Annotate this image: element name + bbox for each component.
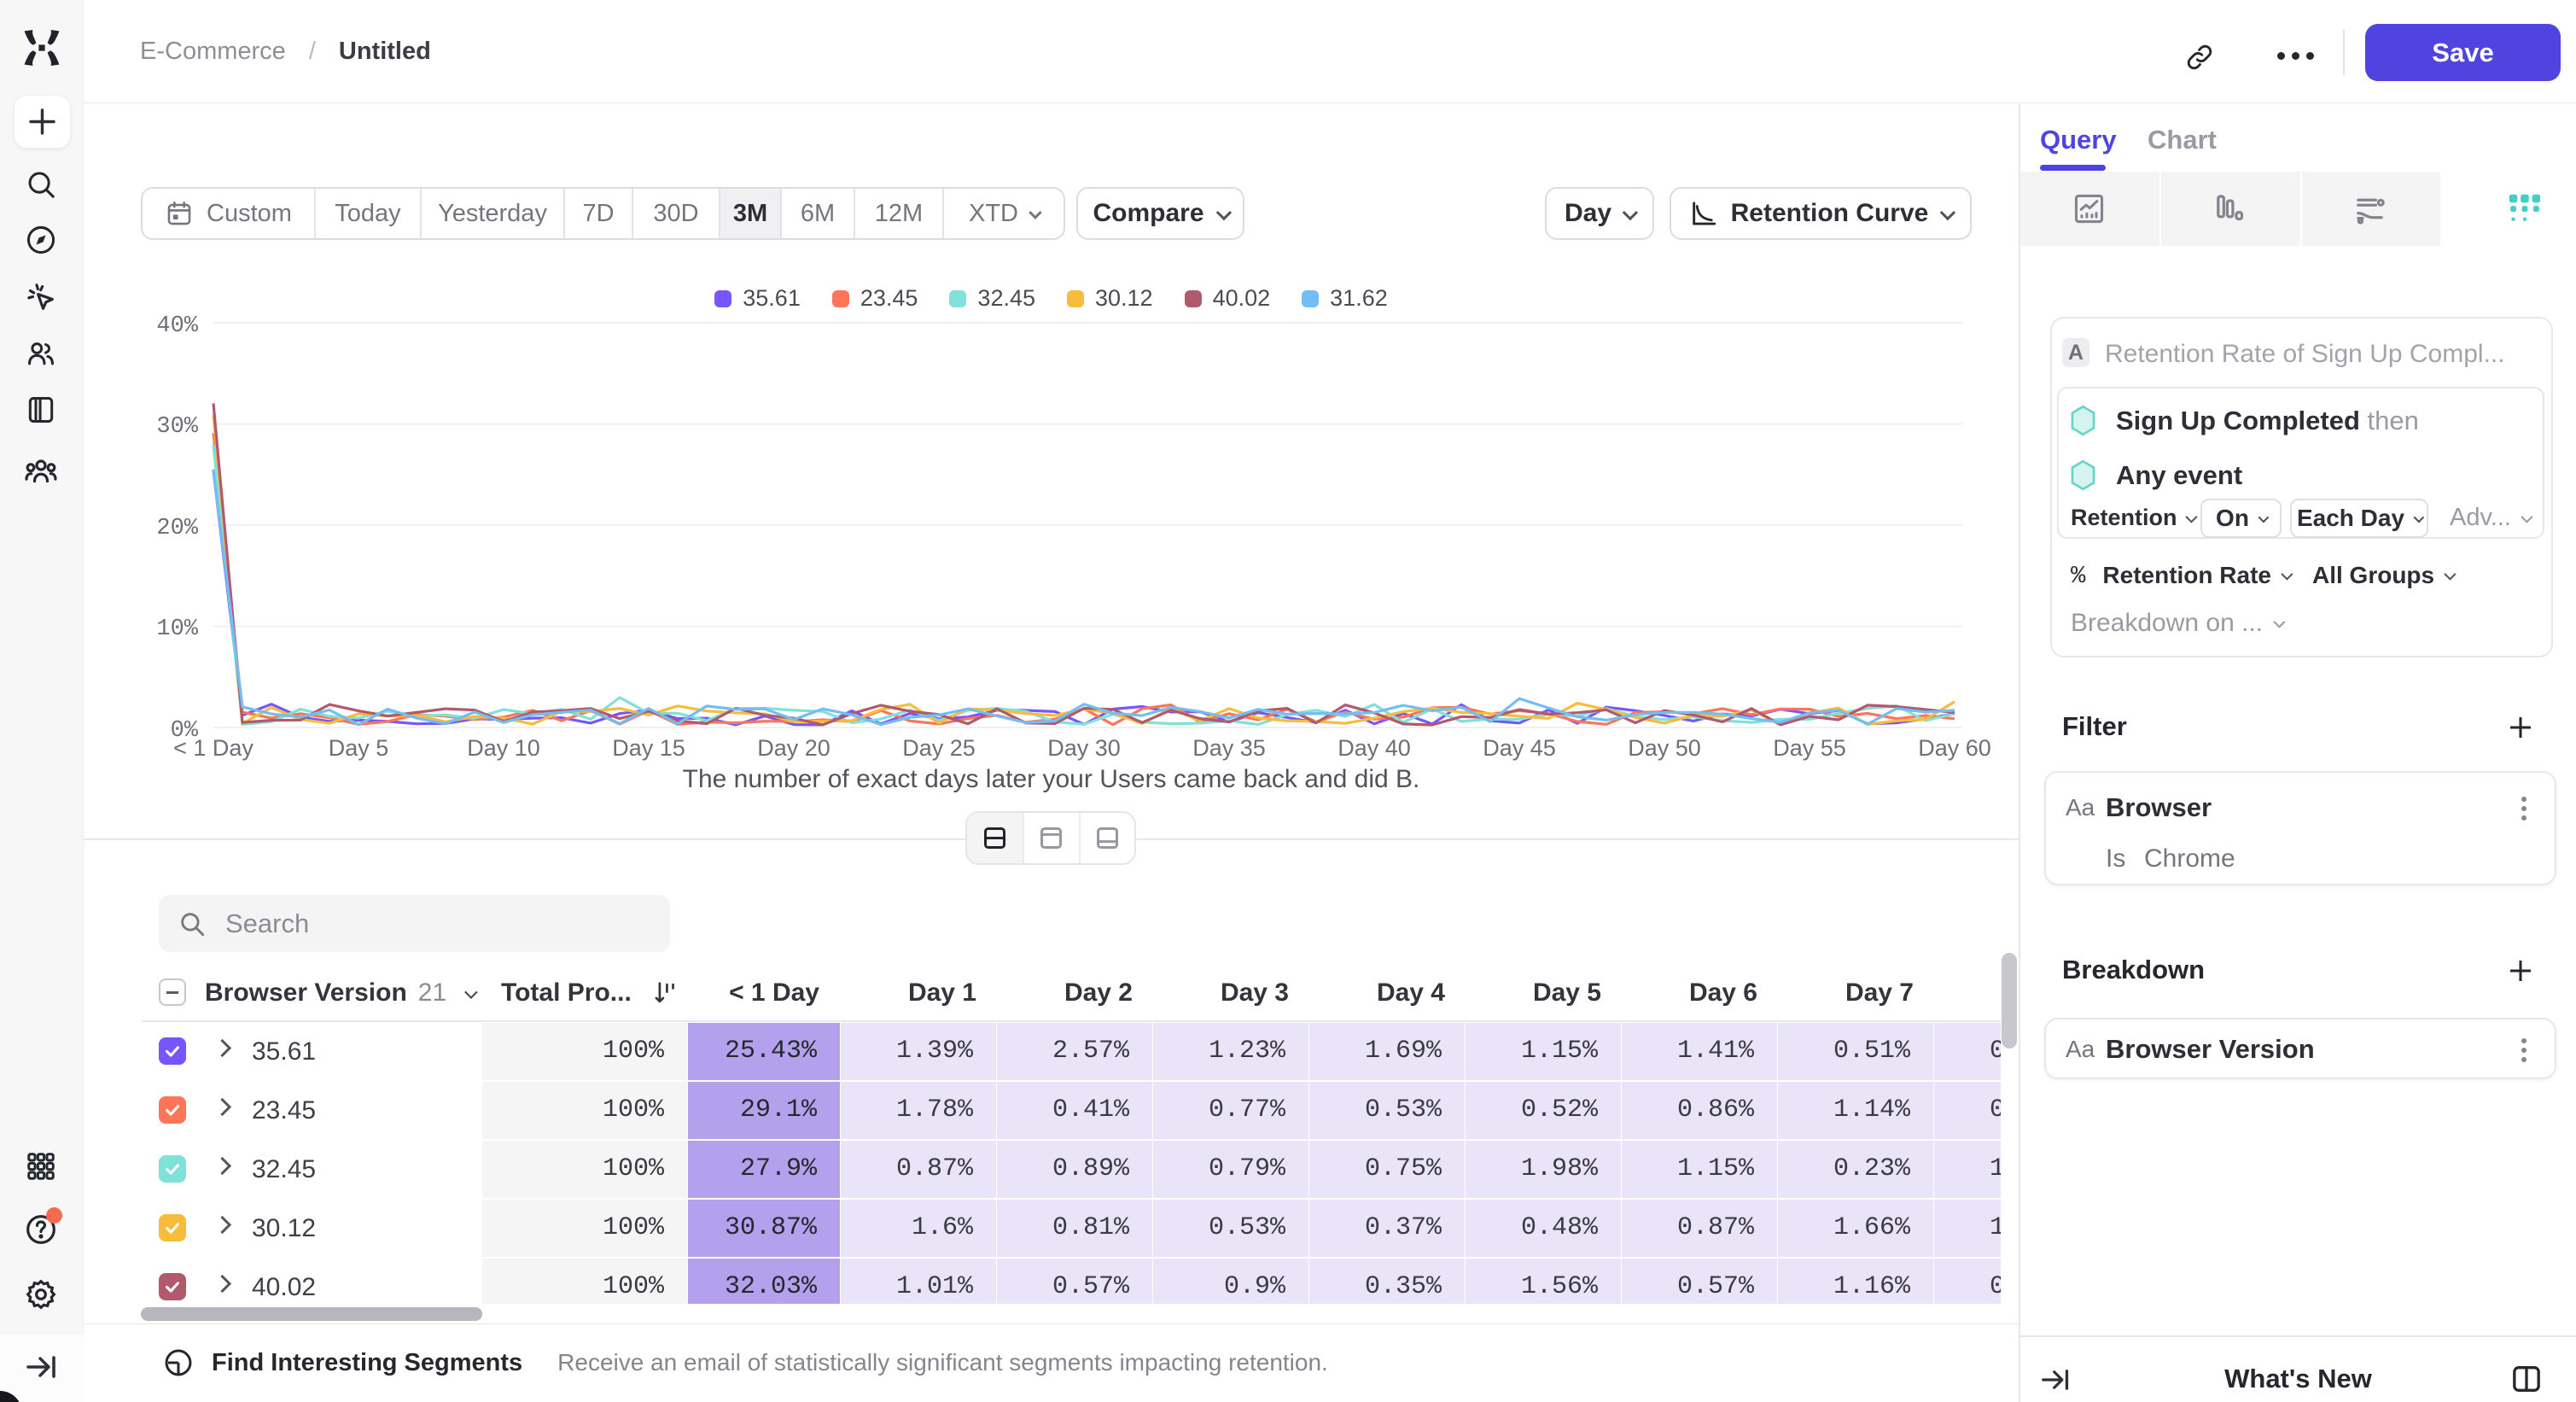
svg-text:Day 20: Day 20	[757, 735, 830, 761]
svg-text:Day 40: Day 40	[1338, 735, 1411, 761]
svg-text:Day 50: Day 50	[1628, 735, 1701, 761]
svg-text:10%: 10%	[156, 616, 198, 642]
svg-text:< 1 Day: < 1 Day	[173, 735, 254, 761]
svg-text:Day 25: Day 25	[902, 735, 976, 761]
svg-text:Day 45: Day 45	[1483, 735, 1556, 761]
svg-text:Day 30: Day 30	[1047, 735, 1121, 761]
svg-text:30%: 30%	[156, 414, 198, 440]
svg-text:20%: 20%	[156, 516, 198, 541]
svg-text:Day 15: Day 15	[612, 735, 685, 761]
svg-text:40%: 40%	[156, 313, 198, 339]
svg-text:Day 5: Day 5	[329, 735, 389, 761]
svg-text:Day 55: Day 55	[1773, 735, 1846, 761]
svg-text:Day 10: Day 10	[467, 735, 540, 761]
svg-text:Day 35: Day 35	[1192, 735, 1266, 761]
svg-text:Day 60: Day 60	[1918, 735, 1991, 761]
svg-text:0%: 0%	[171, 718, 199, 744]
